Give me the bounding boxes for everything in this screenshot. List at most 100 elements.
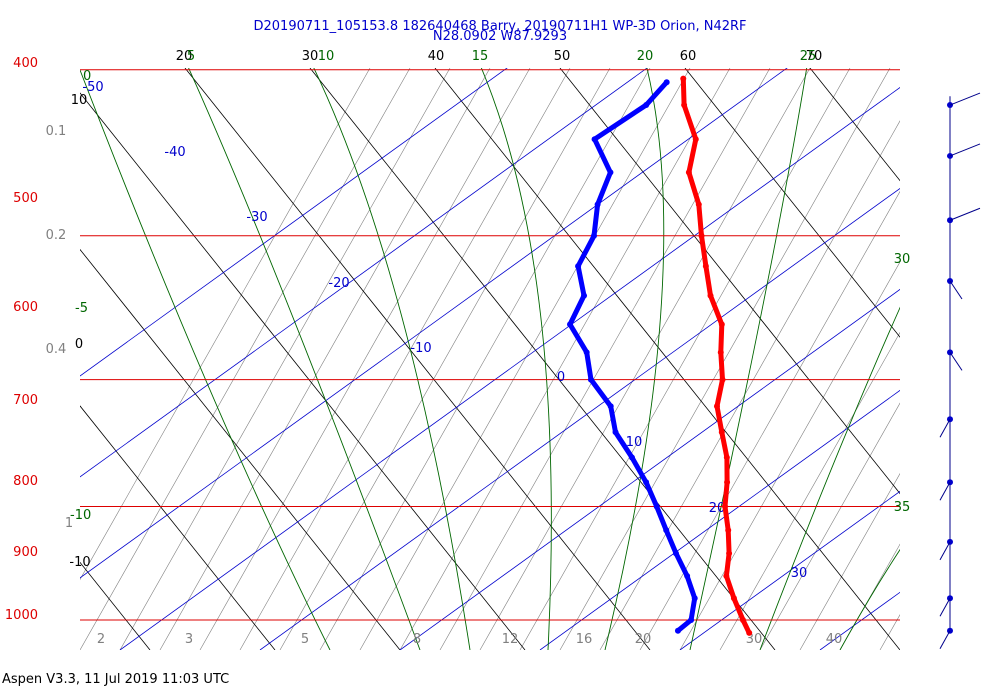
isotherm-line [819, 591, 900, 650]
dewpoint-point [663, 527, 670, 534]
wind-barb [949, 207, 981, 221]
isobar-label: 900 [13, 545, 38, 560]
mixing-ratio-line [439, 68, 771, 650]
mixing-ratio-label: 0.4 [46, 342, 67, 357]
isotherm-top-label: 20 [176, 49, 193, 64]
dewpoint-point [653, 503, 660, 510]
mixing-ratio-line [679, 261, 900, 650]
temperature-point [730, 595, 737, 602]
chart-subtitle: N28.0902 W87.9293 [432, 29, 568, 44]
temperature-point [724, 479, 731, 486]
dewpoint-point [612, 429, 619, 436]
mixing-ratio-label: 20 [635, 632, 652, 647]
mixing-ratio-line [559, 68, 891, 650]
dry-adiabat-side-label: -10 [69, 555, 90, 570]
moist-adiabat-line [188, 68, 421, 650]
temperature-line-label: -30 [246, 210, 267, 225]
moist-adiabat-side-label: 35 [894, 500, 911, 515]
temperature-line-label: -50 [82, 80, 103, 95]
isotherm-line [539, 389, 900, 650]
dewpoint-point [567, 321, 574, 328]
mixing-ratio-line [159, 68, 491, 650]
isotherm-line [259, 187, 900, 650]
temperature-point [692, 136, 699, 143]
moist-adiabat-side-label: 30 [894, 252, 911, 267]
temperature-point [702, 263, 709, 270]
temperature-point [718, 321, 725, 328]
dewpoint-point [607, 403, 614, 410]
dewpoint-point [583, 349, 590, 356]
mixing-ratio-label: 12 [502, 632, 519, 647]
wind-barb [939, 482, 951, 501]
dewpoint-point [684, 573, 691, 580]
mixing-ratio-line [119, 68, 451, 650]
mixing-ratio-line [199, 68, 531, 650]
wind-barb [949, 280, 963, 300]
isotherm-line [119, 87, 900, 650]
mixing-ratio-line [799, 473, 900, 650]
mixing-ratio-line [639, 190, 900, 650]
footer-text: Aspen V3.3, 11 Jul 2019 11:03 UTC [2, 672, 230, 687]
dewpoint-point [581, 292, 588, 299]
isotherm-line [80, 68, 648, 478]
wind-barb [939, 630, 951, 649]
mixing-ratio-label: 2 [97, 632, 105, 647]
dry-adiabat-line [309, 68, 776, 650]
dry-adiabat-line [935, 68, 1000, 650]
mixing-ratio-line [239, 68, 571, 650]
temperature-point [719, 376, 726, 383]
temperature-point [698, 232, 705, 239]
isotherm-line [960, 0, 1000, 650]
temperature-point [725, 527, 732, 534]
temperature-point [695, 201, 702, 208]
temperature-point [723, 454, 730, 461]
isotherm-line [399, 288, 900, 650]
temperature-point [723, 573, 730, 580]
moist-adiabat-top-label: 15 [472, 49, 489, 64]
moist-adiabat-side-label: 0 [83, 69, 91, 84]
temperature-point [680, 75, 687, 82]
moist-adiabat-top-label: 25 [800, 49, 817, 64]
moist-adiabat-side-label: -10 [70, 508, 91, 523]
dry-adiabat-line [0, 68, 25, 650]
mixing-ratio-line [839, 543, 900, 650]
mixing-ratio-label: 16 [576, 632, 593, 647]
dewpoint-point [607, 169, 614, 176]
temperature-line-label: 0 [557, 370, 565, 385]
isotherm-top-label: 70 [806, 49, 823, 64]
mixing-ratio-line [359, 68, 691, 650]
temperature-point [739, 617, 746, 623]
mixing-ratio-line [479, 68, 811, 650]
temperature-line-label: -40 [164, 145, 185, 160]
moist-adiabat-line [689, 68, 808, 650]
chart-title: D20190711_105153.8 182640468 Barry, 2019… [253, 19, 747, 34]
dry-adiabat-line [559, 68, 900, 495]
isobar-label: 700 [13, 393, 38, 408]
isobar-label: 1000 [5, 608, 38, 623]
dewpoint-point [628, 454, 635, 461]
dry-adiabat-side-label: 10 [71, 93, 88, 108]
dewpoint-point [594, 201, 601, 208]
dry-adiabat-line [809, 68, 900, 182]
wind-barb [949, 143, 981, 157]
dewpoint-point [674, 627, 681, 634]
mixing-ratio-line [519, 68, 851, 650]
moist-adiabat-line [604, 68, 665, 650]
isobar-label: 600 [13, 300, 38, 315]
temperature-point [722, 503, 729, 510]
moist-adiabat-top-label: 5 [187, 49, 195, 64]
moist-adiabat-side-label: -5 [75, 301, 88, 316]
mixing-ratio-line [719, 331, 900, 650]
isobar-label: 800 [13, 474, 38, 489]
mixing-ratio-line [80, 68, 371, 581]
dewpoint-point [587, 376, 594, 383]
isotherm-top-label: 50 [554, 49, 571, 64]
temperature-point [681, 102, 688, 109]
dry-adiabat-line [434, 68, 900, 650]
mixing-ratio-label: 0.2 [46, 228, 67, 243]
isobar-label: 400 [13, 56, 38, 71]
dewpoint-point [643, 479, 650, 486]
dry-adiabat-line [80, 92, 526, 650]
dry-adiabat-line [184, 68, 651, 650]
